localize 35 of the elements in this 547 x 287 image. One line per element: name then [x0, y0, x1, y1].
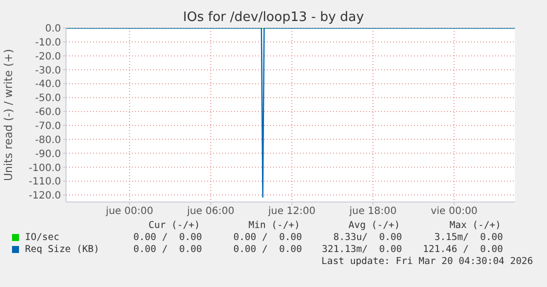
- text: 3.15m/ 0.00: [434, 232, 503, 243]
- y-tick-label: -80.0: [35, 134, 61, 146]
- text: 8.33u/ 0.00: [333, 232, 402, 243]
- x-tick-label: jue 18:00: [348, 206, 397, 218]
- text: 0.00 / 0.00: [133, 232, 202, 243]
- y-tick-label: -100.0: [28, 162, 61, 174]
- x-tick-label: vie 00:00: [430, 206, 478, 218]
- text: Min (-/+): [248, 220, 300, 231]
- y-tick-label: 0.0: [45, 24, 61, 35]
- text: Cur (-/+): [148, 220, 200, 231]
- y-tick-label: -20.0: [35, 51, 61, 62]
- text: Last update: Fri Mar 20 04:30:04 2026: [321, 256, 533, 267]
- y-tick-label: -10.0: [35, 37, 61, 48]
- text: 0.00 / 0.00: [233, 232, 302, 243]
- y-tick-label: -60.0: [35, 107, 61, 118]
- y-tick-label: -110.0: [28, 176, 61, 188]
- y-axis-title: Units read (-) / write (+): [2, 48, 15, 182]
- y-tick-label: -40.0: [35, 79, 61, 90]
- y-tick-label: -50.0: [35, 93, 61, 104]
- text: 121.46 / 0.00: [422, 244, 503, 255]
- y-tick-label: -120.0: [28, 190, 61, 202]
- x-tick-label: jue 06:00: [186, 206, 234, 218]
- text: 321.13m/ 0.00: [322, 244, 402, 255]
- legend-label: Req Size (KB): [24, 244, 100, 255]
- text: 0.00 / 0.00: [233, 244, 302, 255]
- text: 0.00 / 0.00: [133, 244, 202, 255]
- y-tick-label: -30.0: [35, 65, 61, 76]
- y-tick-label: -90.0: [35, 148, 61, 160]
- text: Max (-/+): [450, 220, 501, 231]
- x-tick-label: jue 12:00: [267, 206, 316, 218]
- legend-label: IO/sec: [24, 232, 60, 243]
- y-tick-label: -70.0: [35, 120, 61, 132]
- chart-title: IOs for /dev/loop13 - by day: [182, 10, 365, 25]
- x-tick-label: jue 00:00: [104, 206, 154, 218]
- text: Avg (-/+): [348, 220, 400, 231]
